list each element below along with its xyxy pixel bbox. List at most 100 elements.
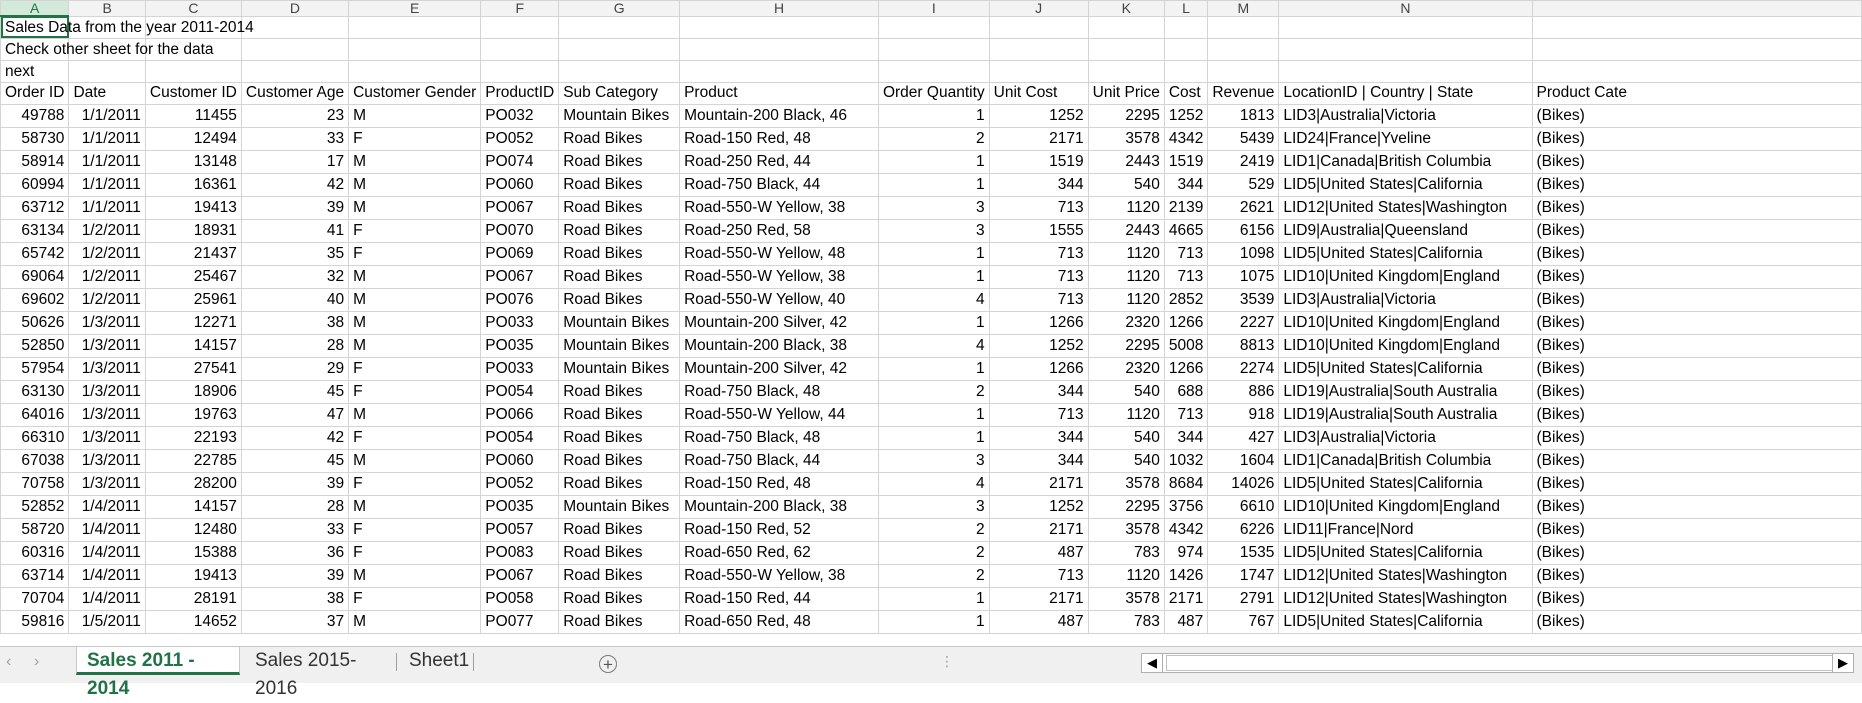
cell[interactable]: 18931 — [144, 218, 242, 243]
cell[interactable]: (Bikes) — [1531, 149, 1862, 174]
cell[interactable]: 4 — [877, 333, 990, 358]
cell[interactable]: 14026 — [1207, 471, 1280, 496]
cell[interactable]: 1098 — [1207, 241, 1280, 266]
cell[interactable]: LID3|Australia|Victoria — [1278, 287, 1533, 312]
cell[interactable]: (Bikes) — [1531, 586, 1862, 611]
cell[interactable]: 2171 — [988, 471, 1089, 496]
cell[interactable]: LID3|Australia|Victoria — [1278, 425, 1533, 450]
cell[interactable]: Road Bikes — [558, 425, 681, 450]
header-cell[interactable]: Order ID — [0, 81, 70, 105]
cell[interactable] — [1087, 15, 1165, 39]
cell[interactable]: 21437 — [144, 241, 242, 266]
cell[interactable]: 63134 — [0, 218, 70, 243]
header-cell[interactable]: LocationID | Country | State — [1278, 81, 1533, 105]
cell[interactable]: M — [348, 264, 482, 289]
cell[interactable] — [558, 37, 681, 61]
cell[interactable]: Road Bikes — [558, 448, 681, 473]
column-header-h[interactable]: H — [679, 0, 879, 17]
cell[interactable]: 3578 — [1087, 586, 1165, 611]
cell[interactable]: F — [348, 126, 482, 151]
cell[interactable]: Road Bikes — [558, 172, 681, 197]
cell[interactable]: LID10|United Kingdom|England — [1278, 494, 1533, 519]
cell[interactable]: 529 — [1207, 172, 1280, 197]
cell[interactable]: LID19|Australia|South Australia — [1278, 379, 1533, 404]
column-header-m[interactable]: M — [1207, 0, 1280, 17]
cell[interactable]: 13148 — [144, 149, 242, 174]
cell[interactable]: Road-750 Black, 44 — [679, 172, 879, 197]
cell[interactable]: 1/3/2011 — [68, 448, 146, 473]
cell[interactable]: 39 — [240, 471, 350, 496]
cell[interactable]: 29 — [240, 356, 350, 381]
cell[interactable]: 33 — [240, 517, 350, 542]
cell[interactable]: 5008 — [1163, 333, 1209, 358]
cell[interactable]: 58730 — [0, 126, 70, 151]
cell[interactable]: Road Bikes — [558, 149, 681, 174]
cell[interactable]: M — [348, 448, 482, 473]
cell[interactable]: 4342 — [1163, 126, 1209, 151]
cell[interactable]: 59816 — [0, 609, 70, 634]
cell[interactable]: Mountain-200 Silver, 42 — [679, 310, 879, 335]
cell[interactable]: 1120 — [1087, 195, 1165, 220]
cell[interactable]: F — [348, 356, 482, 381]
cell[interactable] — [144, 59, 242, 83]
header-cell[interactable]: Product — [679, 81, 879, 105]
cell[interactable]: 58914 — [0, 149, 70, 174]
column-header-n[interactable]: N — [1278, 0, 1533, 17]
cell[interactable]: 49788 — [0, 103, 70, 128]
cell[interactable]: 3539 — [1207, 287, 1280, 312]
cell[interactable]: 1/1/2011 — [68, 149, 146, 174]
cell[interactable]: 713 — [1163, 264, 1209, 289]
active-cell[interactable]: Sales Data from the year 2011-2014 — [0, 15, 254, 39]
cell[interactable]: 6156 — [1207, 218, 1280, 243]
cell[interactable]: 1266 — [1163, 356, 1209, 381]
cell[interactable]: 2171 — [988, 126, 1089, 151]
cell[interactable]: 36 — [240, 540, 350, 565]
header-cell[interactable]: Order Quantity — [877, 81, 990, 105]
cell[interactable]: 42 — [240, 425, 350, 450]
cell[interactable] — [1531, 37, 1862, 61]
cell[interactable]: 1/1/2011 — [68, 126, 146, 151]
cell[interactable]: 58720 — [0, 517, 70, 542]
cell[interactable]: (Bikes) — [1531, 333, 1862, 358]
cell[interactable]: 1/3/2011 — [68, 402, 146, 427]
cell[interactable]: LID10|United Kingdom|England — [1278, 264, 1533, 289]
cell[interactable]: 1535 — [1207, 540, 1280, 565]
cell[interactable]: 1 — [877, 586, 990, 611]
cell[interactable]: PO060 — [480, 172, 560, 197]
cell[interactable]: 1/1/2011 — [68, 103, 146, 128]
cell[interactable]: Road Bikes — [558, 379, 681, 404]
cell[interactable]: Road Bikes — [558, 241, 681, 266]
cell[interactable]: 67038 — [0, 448, 70, 473]
cell[interactable]: PO074 — [480, 149, 560, 174]
cell[interactable]: 3578 — [1087, 517, 1165, 542]
column-header-f[interactable]: F — [480, 0, 560, 17]
cell[interactable]: 2419 — [1207, 149, 1280, 174]
cell[interactable]: LID5|United States|California — [1278, 356, 1533, 381]
cell[interactable]: M — [348, 563, 482, 588]
cell[interactable]: PO083 — [480, 540, 560, 565]
tab-sales-2015-2016[interactable]: Sales 2015- 2016 — [245, 647, 395, 699]
column-header-a[interactable]: A — [0, 0, 70, 17]
cell[interactable]: 28 — [240, 333, 350, 358]
cell[interactable]: 1519 — [1163, 149, 1209, 174]
cell[interactable]: 2 — [877, 540, 990, 565]
header-cell[interactable]: Customer Gender — [348, 81, 482, 105]
cell[interactable]: 6226 — [1207, 517, 1280, 542]
cell[interactable]: 1 — [877, 310, 990, 335]
cell[interactable]: Road-550-W Yellow, 48 — [679, 241, 879, 266]
cell[interactable]: 1266 — [988, 356, 1089, 381]
cell[interactable]: Road-750 Black, 44 — [679, 448, 879, 473]
header-cell[interactable]: Sub Category — [558, 81, 681, 105]
cell[interactable]: 1/1/2011 — [68, 172, 146, 197]
cell[interactable]: M — [348, 494, 482, 519]
column-header-j[interactable]: J — [988, 0, 1089, 17]
cell[interactable]: 1252 — [988, 494, 1089, 519]
cell[interactable]: F — [348, 241, 482, 266]
cell[interactable]: 4342 — [1163, 517, 1209, 542]
cell[interactable]: 2295 — [1087, 333, 1165, 358]
cell[interactable]: 25467 — [144, 264, 242, 289]
cell[interactable]: 1813 — [1207, 103, 1280, 128]
cell[interactable]: Mountain Bikes — [558, 494, 681, 519]
cell[interactable] — [1163, 59, 1209, 83]
cell[interactable]: 2227 — [1207, 310, 1280, 335]
